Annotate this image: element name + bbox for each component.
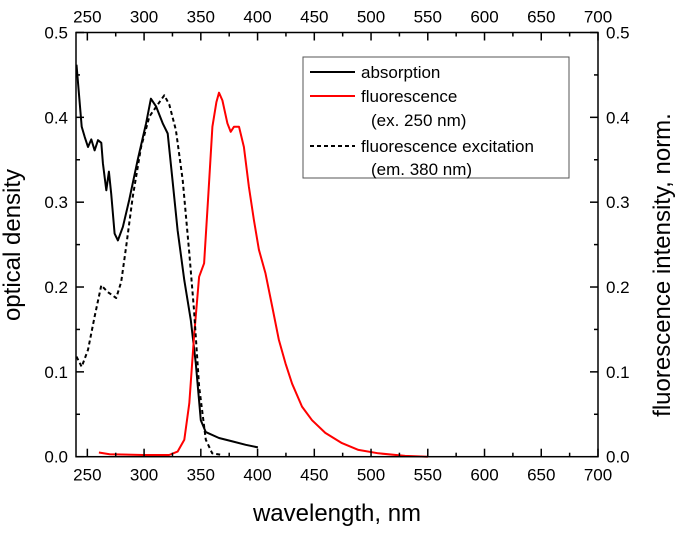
legend-box: [302, 56, 570, 179]
x-tick-label: 250: [73, 466, 101, 485]
y-tick-label-right: 0.4: [606, 108, 630, 127]
legend: absorption fluorescence (ex. 250 nm) flu…: [302, 56, 570, 179]
x-tick-label-top: 700: [584, 8, 612, 27]
series-line-fluorescence-excitation: [75, 94, 223, 456]
y-tick-label: 0.2: [44, 278, 68, 297]
y-tick-label-right: 0.2: [606, 278, 630, 297]
y-tick-label: 0.1: [44, 363, 68, 382]
y-axis-label: optical density: [0, 169, 26, 321]
y-tick-label: 0.0: [44, 448, 68, 467]
series-line-fluorescence: [98, 91, 428, 458]
x-tick-label-top: 400: [243, 8, 271, 27]
y-tick-label: 0.5: [44, 24, 68, 43]
legend-sublabel-excitation: (em. 380 nm): [371, 160, 472, 179]
x-tick-label: 700: [584, 466, 612, 485]
x-tick-label-top: 250: [73, 8, 101, 27]
y-tick-label-right: 0.1: [606, 363, 630, 382]
x-tick-label: 300: [130, 466, 158, 485]
legend-label-absorption: absorption: [361, 63, 440, 82]
legend-label-excitation: fluorescence excitation: [361, 137, 534, 156]
legend-sublabel-fluorescence: (ex. 250 nm): [371, 111, 466, 130]
x-tick-label: 450: [300, 466, 328, 485]
y-tick-label-right: 0.3: [606, 193, 630, 212]
y-tick-label-right: 0.5: [606, 24, 630, 43]
x-tick-label: 400: [243, 466, 271, 485]
x-tick-label-top: 650: [527, 8, 555, 27]
y-tick-label: 0.4: [44, 108, 68, 127]
x-tick-label-top: 450: [300, 8, 328, 27]
x-tick-label: 600: [470, 466, 498, 485]
x-tick-label-top: 350: [187, 8, 215, 27]
series-line-absorption: [75, 64, 259, 449]
x-axis-label: wavelength, nm: [252, 500, 421, 527]
x-tick-label: 550: [414, 466, 442, 485]
x-tick-label-top: 300: [130, 8, 158, 27]
x-tick-label-top: 600: [470, 8, 498, 27]
x-tick-label: 650: [527, 466, 555, 485]
y-tick-label-right: 0.0: [606, 448, 630, 467]
x-tick-label: 350: [187, 466, 215, 485]
legend-label-fluorescence: fluorescence: [361, 87, 457, 106]
x-tick-label-top: 550: [414, 8, 442, 27]
x-tick-label-top: 500: [357, 8, 385, 27]
y-tick-label: 0.3: [44, 193, 68, 212]
x-tick-label: 500: [357, 466, 385, 485]
y-axis-right-label: fluorescence intensity, norm.: [649, 113, 676, 417]
